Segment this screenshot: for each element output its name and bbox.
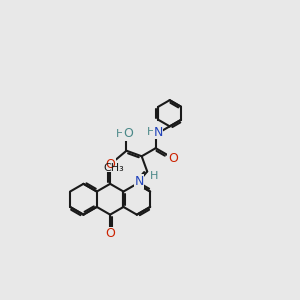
Text: N: N	[153, 126, 163, 139]
Text: O: O	[123, 128, 133, 140]
Text: O: O	[168, 152, 178, 165]
Text: CH₃: CH₃	[103, 163, 124, 172]
Text: O: O	[105, 158, 115, 171]
Text: H: H	[116, 129, 124, 139]
Text: H: H	[147, 127, 155, 137]
Text: O: O	[105, 227, 115, 240]
Text: H: H	[150, 171, 158, 181]
Text: N: N	[134, 175, 144, 188]
